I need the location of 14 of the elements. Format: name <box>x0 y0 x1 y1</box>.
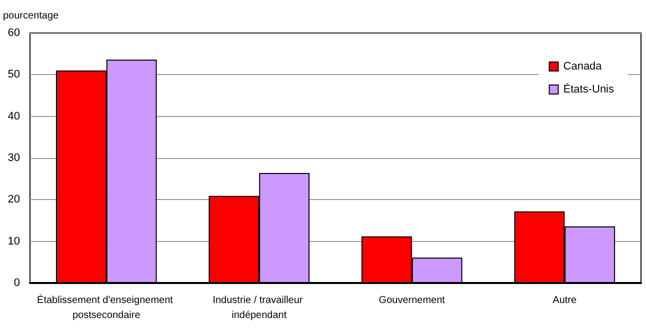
x-tick-label: Industrie / travailleur indépendant <box>212 295 306 321</box>
y-tick-label: 0 <box>14 277 20 289</box>
y-tick-label: 10 <box>8 235 20 248</box>
y-tick-label: 20 <box>8 194 20 206</box>
y-tick-label: 50 <box>8 68 20 81</box>
x-tick-label: Établissement d'enseignement postsecondaire <box>37 294 176 321</box>
y-axis-title: pourcentage <box>3 10 60 22</box>
x-tick-label: Autre <box>552 295 578 306</box>
y-tick-label: 40 <box>8 110 20 122</box>
legend-label: États-Unis <box>563 82 614 96</box>
y-tick-label: 30 <box>8 152 20 164</box>
y-tick-label: 60 <box>8 27 20 39</box>
legend-label: Canada <box>563 60 603 72</box>
x-tick-label: Gouvernement <box>378 295 446 306</box>
